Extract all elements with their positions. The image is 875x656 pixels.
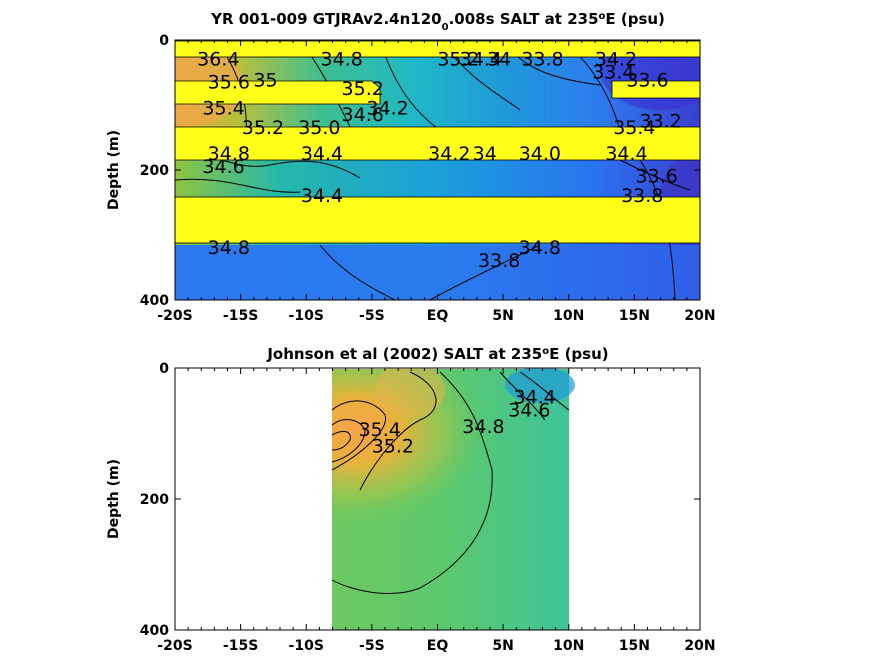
x-tick-label: 20N: [684, 638, 715, 654]
x-tick-label: 15N: [619, 308, 650, 324]
x-tick-label: EQ: [427, 308, 449, 324]
panel-model: YR 001-009 GTJRAv2.4n1200.008s SALT at 2…: [106, 10, 716, 324]
x-tick-label: -20S: [157, 638, 192, 654]
contour-label: 34.6: [508, 400, 550, 422]
contour-label: 34.4: [460, 49, 502, 71]
contour-label: 34.8: [208, 237, 250, 259]
y-tick-label: 400: [140, 293, 169, 309]
contour-lines-observations: [331, 371, 570, 594]
x-tick-label: 20N: [684, 308, 715, 324]
y-tick-label: 400: [140, 623, 169, 639]
contour-label: 35.2: [437, 49, 479, 71]
panel-observations-title: Johnson et al (2002) SALT at 235oE (psu): [266, 345, 608, 363]
contour-label: 34.2: [366, 97, 408, 119]
contour-label: 34.2: [595, 49, 637, 71]
x-tick-label: -10S: [289, 308, 324, 324]
x-tick-label: -5S: [359, 638, 385, 654]
contour-label: 33.8: [478, 250, 520, 272]
contour-label: 34.2: [428, 143, 470, 165]
x-tick-label: -20S: [157, 308, 192, 324]
contour-label: 34.8: [321, 49, 363, 71]
y-tick-label: 0: [159, 33, 169, 49]
contour-label: 33.6: [626, 69, 668, 91]
x-tick-label: 15N: [619, 638, 650, 654]
panel-observations: Johnson et al (2002) SALT at 235oE (psu)…: [106, 345, 716, 654]
contour-labels-model: 36.4 34.8 35.234.434 33.8 34.233.435.6 35 35.2…: [197, 49, 682, 273]
contour-label: 34.6: [202, 156, 244, 178]
contour-label: 35.4: [202, 97, 244, 119]
x-tick-label: -10S: [289, 638, 324, 654]
contour-label: 35.2: [372, 436, 414, 458]
contour-label: 35.2: [242, 117, 284, 139]
salinity-field-model: [175, 40, 700, 300]
x-tick-label: -15S: [223, 308, 258, 324]
salinity-field-observations: [331, 368, 575, 630]
x-tick-label: -5S: [359, 308, 385, 324]
y-tick-label: 200: [140, 163, 169, 179]
x-tick-label: 10N: [553, 308, 584, 324]
y-axis-label-model: Depth (m): [106, 130, 122, 210]
contour-label: 35.0: [298, 117, 340, 139]
contour-labels-observations: 35.435.2 34.8 34.434.6: [359, 386, 556, 457]
x-tick-label: 5N: [492, 638, 513, 654]
contour-label: 33.4: [592, 62, 634, 84]
y-tick-label: 0: [159, 361, 169, 377]
contour-label: 34.8: [208, 143, 250, 165]
contour-label: 34: [473, 143, 497, 165]
contour-label: 35: [253, 69, 277, 91]
axes-observations: -20S -15S -10S -5S EQ 5N 10N 15N 20N 0 200 400: [140, 361, 716, 654]
y-tick-label: 200: [140, 492, 169, 508]
contour-label: 35.4: [359, 419, 401, 441]
contour-label: 33.2: [639, 110, 681, 132]
x-tick-label: EQ: [427, 638, 449, 654]
contour-label: 34.8: [462, 416, 504, 438]
contour-label: 34.4: [301, 185, 343, 207]
contour-label: 34.8: [519, 237, 561, 259]
x-tick-label: -15S: [223, 638, 258, 654]
y-axis-label-observations: Depth (m): [106, 459, 122, 539]
contour-label: 34: [487, 49, 511, 71]
axes-model: -20S -15S -10S -5S EQ 5N 10N 15N 20N 0 200 400: [140, 33, 716, 324]
contour-label: 35.6: [208, 71, 250, 93]
contour-label: 34.4: [301, 143, 343, 165]
contour-label: 33.6: [636, 166, 678, 188]
contour-label: 35.4: [613, 117, 655, 139]
panel-model-title: YR 001-009 GTJRAv2.4n1200.008s SALT at 2…: [210, 10, 665, 33]
contour-label: 34.6: [342, 104, 384, 126]
x-tick-label: 10N: [553, 638, 584, 654]
contour-label: 34.4: [605, 143, 647, 165]
contour-label: 34.0: [519, 143, 561, 165]
x-tick-label: 5N: [492, 308, 513, 324]
contour-label: 35.2: [342, 78, 384, 100]
contour-label: 34.4: [513, 386, 555, 408]
contour-label: 33.8: [521, 49, 563, 71]
contour-label: 36.4: [197, 49, 239, 71]
contour-label: 33.8: [621, 185, 663, 207]
